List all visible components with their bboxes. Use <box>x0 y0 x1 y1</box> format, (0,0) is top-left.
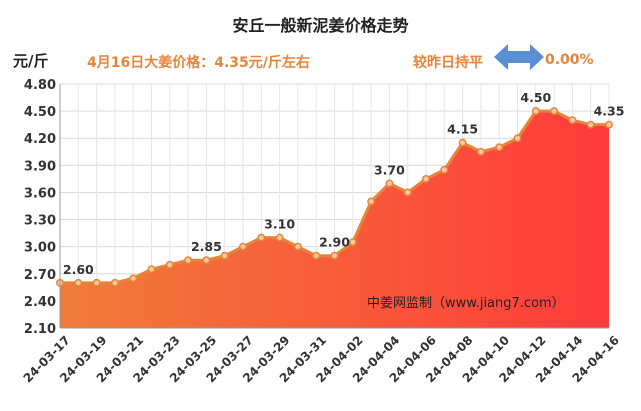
change-value: 0.00% <box>545 52 594 68</box>
data-point <box>257 233 266 242</box>
data-point <box>348 238 357 247</box>
data-label: 2.90 <box>319 235 350 250</box>
y-tick-label: 2.10 <box>24 322 56 337</box>
data-point <box>239 242 247 251</box>
data-point <box>550 107 559 116</box>
data-point <box>531 107 540 116</box>
price-area <box>60 111 609 328</box>
price-note: 4月16日大姜价格：4.35元/斤左右 <box>87 55 310 71</box>
chart-title: 安丘一般新泥姜价格走势 <box>232 16 409 35</box>
data-label: 3.10 <box>264 217 295 232</box>
unit-label: 元/斤 <box>13 52 49 70</box>
data-point <box>312 251 321 260</box>
data-point <box>110 278 119 287</box>
data-point <box>74 278 83 287</box>
data-point <box>513 134 522 143</box>
y-tick-label: 4.50 <box>24 105 56 120</box>
data-label: 4.35 <box>594 104 625 119</box>
compare-label: 较昨日持平 <box>413 55 483 71</box>
data-label: 3.70 <box>374 162 405 177</box>
y-tick-label: 4.20 <box>24 132 56 147</box>
data-point <box>147 265 156 274</box>
y-tick-label: 3.60 <box>24 186 56 201</box>
data-point <box>458 138 467 147</box>
data-point <box>495 143 504 152</box>
data-point <box>184 256 193 265</box>
data-point <box>568 116 577 125</box>
data-point <box>422 174 430 183</box>
data-point <box>293 242 302 251</box>
data-point <box>367 197 376 206</box>
data-point <box>385 179 394 188</box>
data-point <box>403 188 412 197</box>
data-point <box>586 120 595 129</box>
data-point <box>129 274 138 283</box>
data-label: 2.85 <box>191 239 222 254</box>
data-label: 4.15 <box>447 122 478 137</box>
y-tick-label: 3.90 <box>24 159 56 174</box>
data-point <box>605 120 613 129</box>
data-point <box>202 256 211 265</box>
y-tick-label: 3.00 <box>24 241 56 256</box>
data-point <box>476 147 485 156</box>
data-point <box>220 251 229 260</box>
data-point <box>440 165 449 174</box>
data-label: 4.50 <box>520 90 551 105</box>
data-point <box>165 260 174 269</box>
data-point <box>275 233 284 242</box>
data-point <box>330 251 339 260</box>
data-point <box>92 278 101 287</box>
y-tick-label: 2.70 <box>24 268 56 283</box>
y-tick-label: 4.80 <box>24 78 56 93</box>
y-tick-label: 3.30 <box>24 214 56 229</box>
double-arrow-icon <box>494 44 544 70</box>
y-tick-label: 2.40 <box>24 295 56 310</box>
watermark: 中姜网监制（www.jiang7.com） <box>367 296 565 311</box>
data-label: 2.60 <box>63 262 94 277</box>
